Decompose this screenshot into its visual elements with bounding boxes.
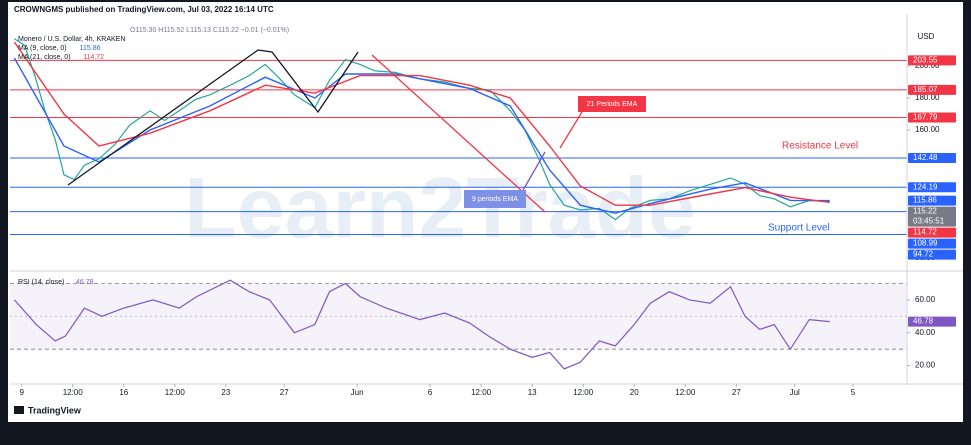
price-badge (908, 316, 956, 327)
price-badge (908, 55, 956, 66)
y-tick-label: 60.00 (915, 295, 936, 304)
price-badge-label: 203.55 (913, 55, 938, 64)
y-tick-label: 200.00 (915, 61, 940, 70)
x-tick-label: Jul (790, 388, 800, 397)
price-badge-label: 124.19 (913, 182, 938, 191)
annotation: 21 Periods EMA (587, 101, 638, 108)
legend-name: MA (21, close, 0) (18, 54, 71, 61)
y-tick-label: 40.00 (915, 328, 936, 337)
x-tick-label: 12:00 (471, 388, 492, 397)
legend-name: MA (9, close, 0) (18, 45, 67, 52)
price-badge-label: 03:45:51 (913, 217, 945, 226)
y-tick-label: 160.00 (915, 125, 940, 134)
brand: TradingView (28, 405, 82, 415)
price-badge-label: 46.78 (913, 317, 934, 326)
price-badge-label: 108.99 (913, 239, 938, 248)
x-tick-label: 16 (119, 388, 128, 397)
price-badge (908, 182, 956, 193)
y-tick-label: 20.00 (915, 361, 936, 370)
legend-name: RSI (14, close) (18, 279, 64, 286)
annotation: Resistance Level (782, 141, 858, 152)
series-line (13, 57, 830, 214)
x-tick-label: 27 (732, 388, 741, 397)
legend-value: 46.78 (76, 279, 94, 286)
watermark: Learn2Trade (184, 161, 695, 257)
price-badge (908, 84, 956, 95)
annotation: 9 periods EMA (472, 196, 518, 203)
series-line (14, 38, 830, 221)
price-badge (908, 112, 956, 123)
x-tick-label: 27 (280, 388, 289, 397)
price-badge (908, 206, 956, 227)
price-badge-label: 115.86 (913, 196, 937, 205)
drawings (67, 49, 583, 213)
annotation-box (464, 190, 526, 208)
x-tick-label: 12:00 (165, 388, 186, 397)
price-badge-label: 115.22 (913, 207, 937, 216)
x-tick-label: Jun (351, 388, 364, 397)
x-tick-label: 12:00 (675, 388, 696, 397)
legend-value: 114.72 (83, 54, 104, 61)
annotation: Support Level (768, 223, 830, 234)
price-badge (908, 249, 956, 260)
arrow (521, 151, 546, 193)
x-tick-label: 20 (630, 388, 639, 397)
series-line (13, 41, 830, 206)
publisher: CROWNGMS published on TradingView.com, J… (14, 5, 274, 14)
price-badge-label: 142.48 (913, 153, 938, 162)
rsi-bands (10, 283, 907, 350)
series-line (13, 279, 830, 370)
x-tick-label: 13 (528, 388, 537, 397)
levels (10, 59, 907, 235)
price-badge-label: 114.72 (913, 228, 937, 237)
legend-value: 115.86 (80, 45, 101, 52)
logo (14, 406, 24, 414)
x-tick-label: 9 (19, 388, 24, 397)
ohlc: O115.30 H115.52 L115.13 C115.22 −0.01 (−… (130, 27, 289, 34)
price-badge-label: 167.79 (913, 113, 938, 122)
x-tick-label: 5 (851, 388, 856, 397)
currency: USD (918, 32, 935, 41)
rsi-band (10, 283, 907, 350)
price-badge (908, 227, 956, 238)
x-tick-label: 23 (221, 388, 230, 397)
series (13, 38, 830, 370)
price-badge-label: 185.07 (913, 85, 938, 94)
price-badge (908, 195, 956, 206)
y-tick-label: 180.00 (915, 93, 940, 102)
legend: Monero / U.S. Dollar, 4h, KRAKEN MA (9, c… (18, 36, 125, 286)
x-tick-label: 6 (428, 388, 433, 397)
trend-line (67, 49, 359, 186)
arrow (559, 111, 583, 149)
price-badge-label: 94.72 (913, 250, 934, 259)
price-badge (908, 153, 956, 164)
x-tick-label: 12:00 (573, 388, 594, 397)
legend-name: Monero / U.S. Dollar, 4h, KRAKEN (18, 36, 125, 43)
price-badge (908, 238, 956, 249)
annotation-box (578, 96, 646, 112)
axes: 200.00180.00160.0080.00912:001612:002327… (19, 55, 956, 397)
trend-line (371, 54, 546, 213)
x-tick-label: 12:00 (63, 388, 84, 397)
